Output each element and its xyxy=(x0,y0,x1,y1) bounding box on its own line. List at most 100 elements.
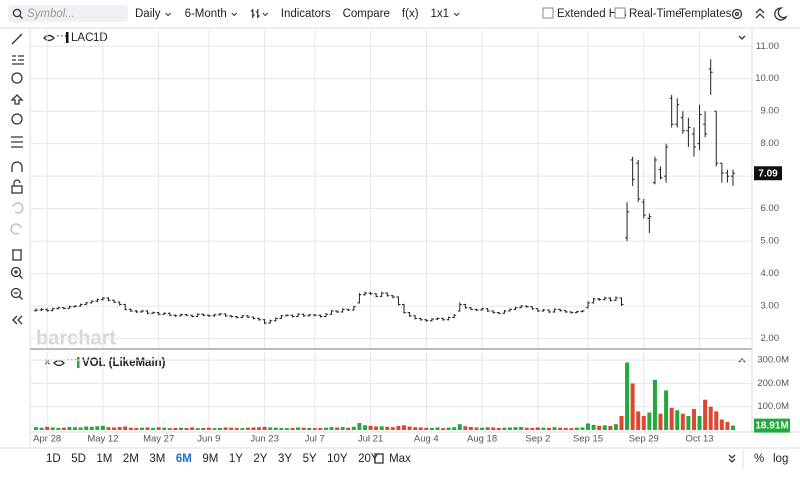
ohlc-bar xyxy=(117,301,122,306)
tool-magnet[interactable] xyxy=(11,161,23,172)
visibility-icon[interactable] xyxy=(53,359,65,367)
theme-icon[interactable] xyxy=(774,7,788,21)
volume-bar xyxy=(513,427,518,430)
volume-bar xyxy=(340,426,345,430)
ohlc-bar xyxy=(362,291,367,296)
range-button[interactable]: 10Y xyxy=(327,453,348,465)
range-button[interactable]: 2Y xyxy=(253,453,267,465)
ohlc-bar xyxy=(524,305,529,308)
y-tick-label: 3.00 xyxy=(761,301,780,312)
percent-scale[interactable]: % xyxy=(754,453,764,465)
ohlc-bar xyxy=(541,309,546,312)
fx-button[interactable]: f(x) xyxy=(402,8,419,20)
ohlc-bar xyxy=(329,309,334,315)
volume-bar xyxy=(50,427,55,430)
collapse-icon[interactable] xyxy=(755,8,765,19)
range-button[interactable]: 1M xyxy=(96,453,112,465)
menu-dots[interactable]: ··· xyxy=(56,30,68,42)
symbol-placeholder[interactable]: Symbol... xyxy=(27,8,75,20)
checkbox[interactable] xyxy=(614,7,626,19)
ohlc-bar xyxy=(56,306,61,310)
range-button[interactable]: Max xyxy=(389,453,411,465)
range-button[interactable]: 3Y xyxy=(278,453,292,465)
ohlc-bar xyxy=(374,293,379,298)
tool-zoom-out[interactable] xyxy=(10,287,22,299)
pane-menu[interactable] xyxy=(738,35,746,40)
range-button[interactable]: 1D xyxy=(46,453,61,465)
layout-button[interactable]: 1x1 xyxy=(431,8,450,20)
volume-bar xyxy=(151,427,156,430)
symbol-search[interactable] xyxy=(8,5,128,22)
ohlc-bar xyxy=(312,314,317,317)
checkbox[interactable] xyxy=(542,7,554,19)
ohlc-bar xyxy=(73,305,78,308)
ohlc-bar xyxy=(597,297,602,301)
y-tick-label: 200.0M xyxy=(757,378,789,389)
volume-bar xyxy=(463,426,468,430)
tool-lock[interactable] xyxy=(11,185,23,194)
y-tick-label: 5.00 xyxy=(761,236,780,247)
tool-note[interactable] xyxy=(11,113,23,125)
ohlc-bar xyxy=(61,307,66,310)
ohlc-bar xyxy=(402,303,407,314)
x-tick-label: Oct 13 xyxy=(686,434,714,445)
range-button[interactable]: 6-Month xyxy=(185,8,227,20)
volume-bar xyxy=(641,416,646,430)
ohlc-bar xyxy=(731,169,735,186)
ohlc-bar xyxy=(652,156,657,185)
range-button[interactable]: 20Y xyxy=(358,453,379,465)
volume-bar xyxy=(496,427,501,430)
tool-fib[interactable] xyxy=(12,55,24,65)
volume-bar xyxy=(535,427,540,430)
ohlc-bar xyxy=(106,297,111,302)
range-button[interactable]: 3M xyxy=(149,453,165,465)
indicators-button[interactable]: Indicators xyxy=(281,8,331,20)
range-button[interactable]: 1Y xyxy=(229,453,243,465)
volume-bar xyxy=(474,427,479,430)
tool-zoom-in[interactable] xyxy=(10,266,22,278)
ohlc-bar xyxy=(719,162,724,183)
calendar-icon[interactable] xyxy=(374,453,384,464)
tool-collapse[interactable] xyxy=(12,315,23,325)
tool-shape[interactable] xyxy=(11,72,23,84)
expand-icon[interactable] xyxy=(728,454,736,463)
volume-bar xyxy=(34,427,38,430)
extended-hours[interactable]: Extended Hrs xyxy=(557,8,627,20)
bar-type-icon[interactable] xyxy=(250,9,260,18)
volume-bar xyxy=(519,426,524,430)
visibility-icon[interactable] xyxy=(43,34,55,42)
tool-line[interactable] xyxy=(11,33,23,45)
interval-button[interactable]: Daily xyxy=(135,8,161,20)
tool-undo[interactable] xyxy=(12,202,24,214)
range-button[interactable]: 5Y xyxy=(303,453,317,465)
volume-bar xyxy=(591,424,596,430)
volume-bar xyxy=(664,390,669,430)
ohlc-bar xyxy=(379,291,384,298)
pane-menu[interactable] xyxy=(738,358,746,363)
volume-bar xyxy=(206,427,211,430)
settings-icon[interactable] xyxy=(731,8,743,20)
ohlc-bar xyxy=(485,308,490,312)
range-button[interactable]: 2M xyxy=(123,453,139,465)
volume-bar xyxy=(691,409,696,430)
log-scale[interactable]: log xyxy=(773,453,788,465)
tool-arrow[interactable] xyxy=(10,94,24,105)
range-button[interactable]: 9M xyxy=(202,453,218,465)
range-button[interactable]: 5D xyxy=(71,453,86,465)
volume-bar xyxy=(45,426,50,430)
ohlc-bar xyxy=(95,298,100,303)
ohlc-bar xyxy=(156,311,161,316)
ohlc-bar xyxy=(351,305,356,311)
volume-bar xyxy=(697,416,702,430)
ohlc-bar xyxy=(725,169,730,183)
tool-delete[interactable] xyxy=(12,249,22,261)
tool-redo[interactable] xyxy=(10,223,22,235)
real-time[interactable]: Real-Time xyxy=(629,8,682,20)
compare-button[interactable]: Compare xyxy=(343,8,390,20)
tool-measure[interactable] xyxy=(11,136,23,148)
ohlc-bar xyxy=(457,302,462,312)
volume-bar xyxy=(84,426,89,430)
volume-bar xyxy=(608,426,613,430)
templates[interactable]: Templates xyxy=(679,8,732,20)
range-button[interactable]: 6M xyxy=(176,453,192,465)
